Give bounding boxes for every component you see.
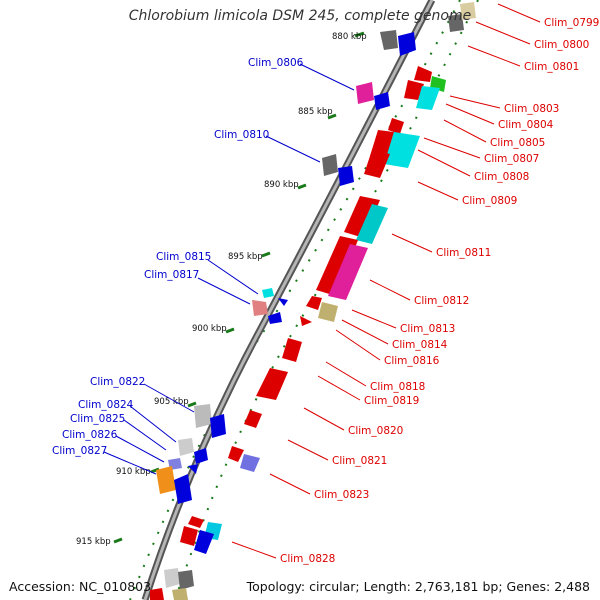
gene-label: Clim_0800 (534, 39, 589, 51)
gene-label: Clim_0803 (504, 103, 559, 115)
genome-title: Chlorobium limicola DSM 245, complete ge… (128, 8, 472, 24)
gene-label: Clim_0816 (384, 355, 440, 367)
tick-label: 880 kbp (332, 32, 367, 42)
gene-label: Clim_0806 (248, 57, 304, 69)
tick-label: 895 kbp (228, 252, 263, 262)
gene-label: Clim_0820 (348, 425, 403, 437)
tick-label: 905 kbp (154, 397, 189, 407)
gene-label: Clim_0819 (364, 395, 419, 407)
gene-label: Clim_0814 (392, 339, 448, 351)
gene-label: Clim_0827 (52, 445, 107, 457)
gene-label: Clim_0811 (436, 247, 491, 259)
tick-label: 885 kbp (298, 107, 333, 117)
gene-label: Clim_0825 (70, 413, 125, 425)
gene-blocks-right (180, 66, 446, 554)
tick-label: 890 kbp (264, 180, 299, 190)
gene-blocks-left (150, 2, 476, 600)
gene-label: Clim_0828 (280, 553, 335, 565)
gene-label: Clim_0809 (462, 195, 517, 207)
gene-label: Clim_0818 (370, 381, 425, 393)
gene-label: Clim_0812 (414, 295, 469, 307)
right-gene-labels (231, 3, 541, 559)
tick-label: 910 kbp (116, 467, 151, 477)
genome-backbone (141, 0, 436, 600)
gene-label: Clim_0822 (90, 376, 145, 388)
gene-label: Clim_0804 (498, 119, 554, 131)
gene-label: Clim_0808 (474, 171, 529, 183)
gene-label: Clim_0801 (524, 61, 579, 73)
left-gene-labels (103, 63, 355, 475)
tick-label: 900 kbp (192, 324, 227, 334)
gene-label: Clim_0817 (144, 269, 199, 281)
gene-label: Clim_0799 (544, 17, 599, 29)
tick-marks (113, 31, 365, 544)
gene-label: Clim_0813 (400, 323, 455, 335)
gene-label: Clim_0821 (332, 455, 387, 467)
tick-label: 915 kbp (76, 537, 111, 547)
gene-label: Clim_0815 (156, 251, 211, 263)
gene-label: Clim_0824 (78, 399, 134, 411)
accession-text: Accession: NC_010803 (9, 579, 152, 594)
gene-label: Clim_0807 (484, 153, 539, 165)
gene-label: Clim_0810 (214, 129, 269, 141)
gene-label: Clim_0826 (62, 429, 118, 441)
gene-label: Clim_0823 (314, 489, 369, 501)
inner-guide-arc (174, 0, 479, 600)
genome-summary-text: Topology: circular; Length: 2,763,181 bp… (246, 579, 590, 594)
gene-label: Clim_0805 (490, 137, 545, 149)
